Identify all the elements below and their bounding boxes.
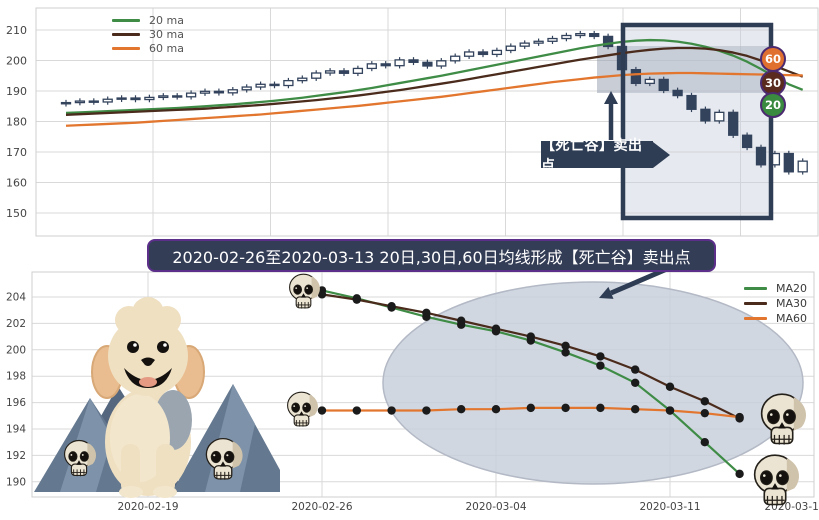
x-tick-label: 2020-03-11 bbox=[639, 501, 700, 513]
skull-icon bbox=[289, 273, 321, 310]
poodle bbox=[91, 297, 205, 498]
dog-illustration bbox=[34, 297, 280, 498]
candlesticks bbox=[60, 30, 808, 175]
ma30-swatch-icon bbox=[112, 32, 140, 36]
ma20-badge: 20 bbox=[760, 92, 786, 118]
top-chart: 210 200 190 180 170 160 150 bbox=[6, 7, 819, 237]
y-tick-label: 194 bbox=[6, 424, 26, 436]
y-tick-label: 170 bbox=[6, 146, 27, 159]
y-tick-label: 200 bbox=[6, 344, 26, 356]
ma30-swatch-icon bbox=[744, 302, 767, 305]
legend-label: 20 ma bbox=[149, 13, 184, 27]
bottom-y-axis-labels: 204 202 200 198 196 194 192 190 bbox=[6, 292, 26, 489]
y-tick-label: 202 bbox=[6, 318, 26, 330]
y-tick-label: 160 bbox=[6, 177, 27, 190]
ma60-badge: 60 bbox=[760, 46, 786, 72]
ma20-line bbox=[65, 38, 804, 115]
highlight-box-fill bbox=[623, 25, 771, 218]
ma60-swatch-icon bbox=[112, 46, 140, 50]
skull-icon bbox=[287, 391, 319, 428]
x-tick-label: 2020-03-04 bbox=[465, 501, 526, 513]
ma20-swatch-icon bbox=[744, 287, 767, 290]
skull-icon bbox=[753, 454, 800, 507]
legend-label: 30 ma bbox=[149, 27, 184, 41]
legend-item-ma30: MA30 bbox=[744, 296, 807, 311]
sell-point-label: 【死亡谷】卖出点 bbox=[541, 138, 653, 174]
title-banner: 2020-02-26至2020-03-13 20日,30日,60日均线形成【死亡… bbox=[147, 239, 716, 272]
y-tick-label: 190 bbox=[6, 85, 27, 98]
legend-item-ma20: MA20 bbox=[744, 281, 807, 296]
x-tick-label: 2020-02-19 bbox=[117, 501, 178, 513]
y-tick-label: 210 bbox=[6, 24, 27, 37]
legend-item-20ma: 20 ma bbox=[112, 13, 184, 27]
ma30-line bbox=[65, 46, 804, 116]
legend-label: MA60 bbox=[776, 312, 808, 325]
up-arrow bbox=[604, 91, 618, 140]
ma30-badge: 30 bbox=[760, 70, 786, 96]
top-chart-legend: 20 ma 30 ma 60 ma bbox=[112, 13, 184, 55]
y-tick-label: 150 bbox=[6, 207, 27, 220]
legend-item-ma60: MA60 bbox=[744, 311, 807, 326]
bottom-chart-legend: MA20 MA30 MA60 bbox=[744, 281, 807, 326]
top-y-axis-labels: 210 200 190 180 170 160 150 bbox=[6, 24, 27, 220]
legend-item-30ma: 30 ma bbox=[112, 27, 184, 41]
legend-label: MA20 bbox=[776, 282, 808, 295]
legend-item-60ma: 60 ma bbox=[112, 41, 184, 55]
data-point-markers bbox=[317, 286, 744, 479]
bottom-x-axis-labels: 2020-02-19 2020-02-26 2020-03-04 2020-03-11… bbox=[117, 501, 819, 513]
highlight-box-border bbox=[620, 22, 774, 221]
y-tick-label: 192 bbox=[6, 450, 26, 462]
legend-label: 60 ma bbox=[149, 41, 184, 55]
y-tick-label: 198 bbox=[6, 371, 26, 383]
y-tick-label: 190 bbox=[6, 476, 26, 488]
ma20-swatch-icon bbox=[112, 18, 140, 22]
y-tick-label: 196 bbox=[6, 397, 26, 409]
banner-arrow bbox=[599, 266, 668, 299]
y-tick-label: 180 bbox=[6, 116, 27, 129]
ma60-line bbox=[65, 71, 803, 127]
y-tick-label: 200 bbox=[6, 55, 27, 68]
y-tick-label: 204 bbox=[6, 292, 26, 304]
ma60-swatch-icon bbox=[744, 317, 767, 320]
legend-label: MA30 bbox=[776, 297, 808, 310]
death-valley-ellipse bbox=[382, 281, 804, 485]
x-tick-label: 2020-02-26 bbox=[291, 501, 352, 513]
